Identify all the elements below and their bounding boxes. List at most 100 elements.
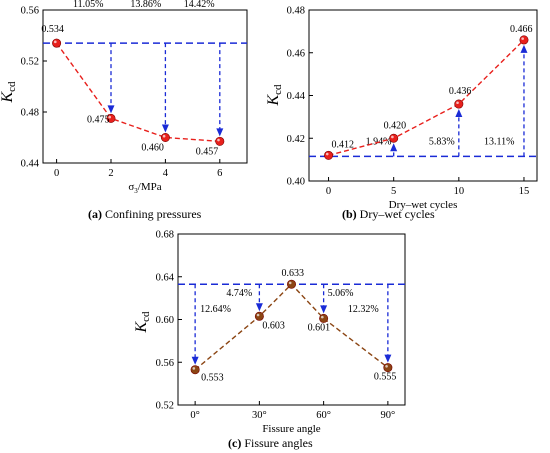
y-tick-label: 0.68 bbox=[156, 230, 174, 241]
plot-frame bbox=[42, 9, 248, 164]
data-point-highlight bbox=[391, 135, 394, 139]
percent-annotation: 13.86% bbox=[130, 0, 161, 10]
data-point bbox=[286, 279, 296, 289]
y-tick-label: 0.64 bbox=[156, 272, 175, 283]
change-arrow-head bbox=[255, 303, 263, 312]
y-axis-label: Kcd bbox=[133, 311, 152, 334]
plot-frame bbox=[308, 9, 538, 182]
x-tick-label: 0 bbox=[54, 168, 59, 179]
y-tick-label: 0.52 bbox=[156, 401, 174, 412]
percent-annotation: 5.06% bbox=[328, 288, 354, 299]
data-label: 0.436 bbox=[449, 86, 472, 97]
percent-annotation: 12.64% bbox=[200, 304, 231, 315]
x-tick-label: 60° bbox=[316, 410, 331, 421]
caption-c: (c) Fissure angles bbox=[228, 436, 313, 451]
chart-panel-b: 0.40 0.42 0.44 0.46 0.48 0 5 10 15 Dry–wet cycles… bbox=[265, 6, 538, 211]
x-tick-label: 6 bbox=[217, 168, 222, 179]
x-tick-label: 90° bbox=[381, 410, 396, 421]
x-tick-label: 0 bbox=[326, 186, 331, 197]
change-arrow-head bbox=[191, 356, 199, 365]
caption-a: (a) Confining pressures bbox=[88, 207, 201, 222]
y-tick-label: 0.40 bbox=[287, 177, 305, 188]
data-point bbox=[454, 99, 464, 109]
data-label: 0.603 bbox=[262, 320, 285, 331]
change-arrow-head bbox=[455, 109, 463, 118]
change-arrow-head bbox=[216, 128, 224, 137]
x-tick-label: 2 bbox=[108, 168, 113, 179]
x-axis-label: Dry–wet cycles bbox=[389, 199, 458, 211]
x-tick-label: 0° bbox=[190, 410, 199, 421]
data-point-highlight bbox=[162, 134, 166, 138]
caption-a-text: Confining pressures bbox=[102, 207, 202, 221]
data-label: 0.553 bbox=[201, 373, 224, 384]
data-label: 0.534 bbox=[41, 24, 64, 35]
data-point-highlight bbox=[385, 364, 388, 368]
data-label: 0.420 bbox=[384, 120, 407, 131]
percent-annotation: 13.11% bbox=[484, 136, 514, 147]
y-tick-label: 0.46 bbox=[287, 48, 305, 59]
data-point-highlight bbox=[456, 101, 459, 105]
data-point-highlight bbox=[325, 152, 329, 156]
data-point bbox=[324, 150, 334, 160]
data-point-highlight bbox=[256, 313, 260, 317]
y-tick-label: 0.56 bbox=[21, 6, 39, 17]
y-tick-label: 0.48 bbox=[21, 108, 39, 119]
caption-a-label: (a) bbox=[88, 207, 102, 221]
data-label: 0.412 bbox=[332, 139, 355, 150]
x-tick-label: 4 bbox=[163, 168, 169, 179]
data-point bbox=[319, 313, 329, 323]
caption-c-label: (c) bbox=[228, 436, 242, 450]
data-point bbox=[160, 133, 170, 143]
data-label: 0.555 bbox=[374, 372, 397, 383]
caption-b: (b) Dry–wet cycles bbox=[342, 207, 435, 222]
percent-annotation: 11.05% bbox=[73, 0, 103, 10]
y-tick-label: 0.44 bbox=[21, 159, 40, 170]
data-label: 0.633 bbox=[282, 268, 305, 279]
data-point bbox=[52, 38, 62, 48]
series-line bbox=[328, 39, 525, 157]
data-point-highlight bbox=[108, 115, 111, 119]
x-tick-label: 5 bbox=[391, 186, 396, 197]
data-point-highlight bbox=[288, 281, 292, 285]
change-arrow-head bbox=[390, 143, 398, 152]
data-label: 0.601 bbox=[308, 322, 331, 333]
y-axis-label: Kcd bbox=[0, 81, 18, 104]
x-axis-label: Fissure angle bbox=[262, 423, 320, 435]
data-label: 0.460 bbox=[141, 143, 164, 154]
y-tick-label: 0.44 bbox=[287, 91, 306, 102]
x-tick-label: 30° bbox=[252, 410, 267, 421]
data-point bbox=[519, 35, 529, 45]
x-tick-label: 10 bbox=[454, 186, 465, 197]
data-label: 0.466 bbox=[510, 24, 533, 35]
data-point bbox=[254, 311, 264, 321]
y-tick-label: 0.42 bbox=[287, 134, 305, 145]
data-point-highlight bbox=[321, 315, 324, 319]
y-tick-label: 0.52 bbox=[21, 57, 39, 68]
data-point-highlight bbox=[192, 367, 196, 370]
data-point-highlight bbox=[521, 37, 524, 40]
x-tick-label: 15 bbox=[519, 186, 530, 197]
change-arrow-head bbox=[107, 105, 115, 114]
data-point-highlight bbox=[217, 138, 220, 142]
x-axis-label: σ3/MPa bbox=[128, 181, 161, 195]
y-tick-label: 0.56 bbox=[156, 358, 174, 369]
chart-panel-a: 0.44 0.48 0.52 0.56 0 2 4 6 σ3/MPa Kcd 11.05% 13.86… bbox=[0, 0, 248, 195]
change-arrow-head bbox=[320, 305, 328, 314]
change-arrow-head bbox=[384, 354, 392, 363]
percent-annotation: 5.83% bbox=[429, 136, 455, 147]
caption-b-label: (b) bbox=[342, 207, 357, 221]
data-point bbox=[215, 136, 225, 146]
chart-panel-c: 0.52 0.56 0.60 0.64 0.68 0° 30° 60° 90° Fissure a… bbox=[133, 230, 406, 435]
caption-b-text: Dry–wet cycles bbox=[356, 207, 435, 221]
data-point bbox=[190, 365, 200, 375]
data-point-highlight bbox=[54, 40, 57, 44]
data-label: 0.457 bbox=[196, 146, 219, 157]
series-line bbox=[194, 283, 389, 371]
change-arrow-head bbox=[520, 44, 528, 53]
data-point bbox=[389, 133, 399, 143]
percent-annotation: 4.74% bbox=[226, 288, 252, 299]
data-point bbox=[383, 363, 393, 373]
y-tick-label: 0.48 bbox=[287, 6, 305, 17]
caption-c-text: Fissure angles bbox=[241, 436, 313, 450]
